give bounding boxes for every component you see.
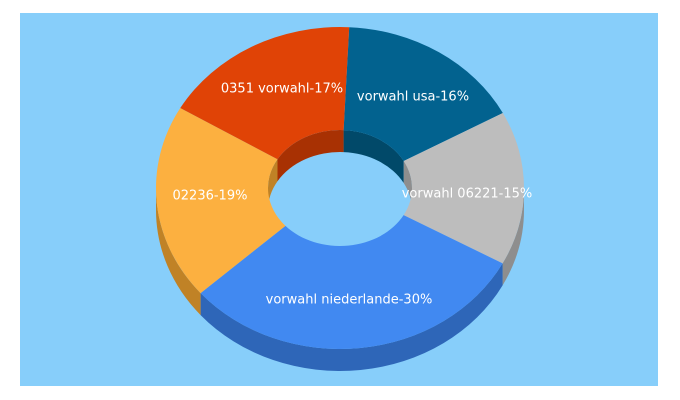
slice-inner-wall [403,160,412,210]
slice-top[interactable] [343,27,503,161]
slice-top[interactable] [403,113,524,264]
slice-inner-wall [343,130,404,183]
slice-inner-wall [277,130,344,182]
slice-label: 0351 vorwahl-17% [221,82,343,97]
slice-top[interactable] [180,26,350,160]
slice-top[interactable] [155,108,286,294]
slice-side [156,188,201,316]
slice-label: vorwahl usa-16% [357,90,469,105]
donut-hole-inner-wall [268,130,412,210]
donut-sides [156,188,524,371]
slice-label: vorwahl niederlande-30% [266,293,433,308]
slice-label: 02236-19% [173,189,248,204]
slice-labels: vorwahl usa-16% vorwahl 06221-15% vorwahl … [173,82,533,308]
slice-top[interactable] [200,215,503,349]
donut-tops [155,26,524,349]
slice-inner-wall [268,159,278,210]
slice-side [200,263,503,371]
slice-label: vorwahl 06221-15% [402,187,533,202]
slice-side [502,188,524,286]
